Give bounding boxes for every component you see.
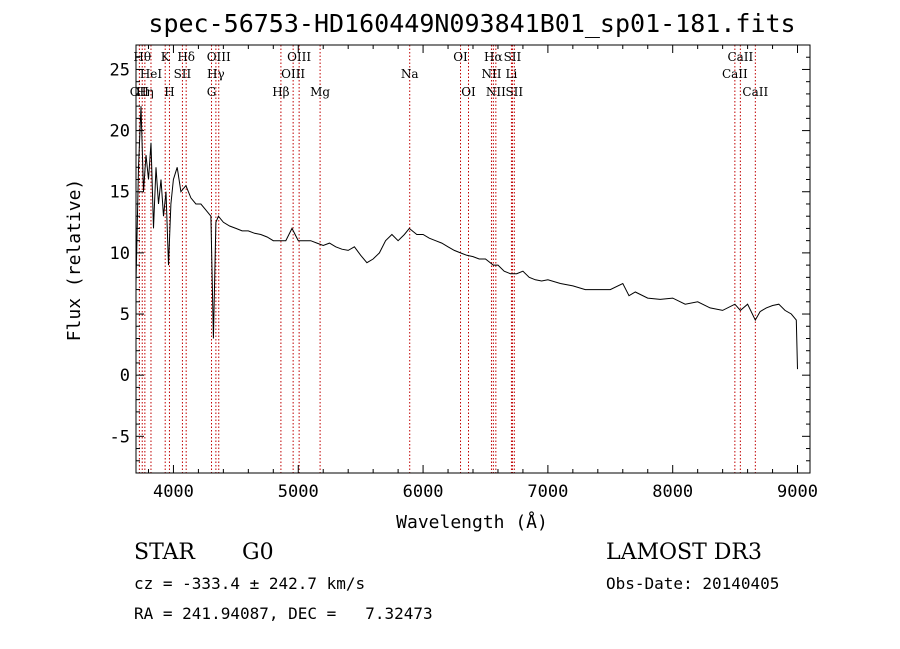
spectral-line-label: Na bbox=[401, 67, 419, 81]
x-tick-label: 9000 bbox=[777, 482, 818, 502]
spectral-line-label: OIII bbox=[207, 50, 231, 64]
spectral-line-label: Hη bbox=[136, 85, 154, 99]
spectral-line-label: Hβ bbox=[272, 85, 289, 99]
spectral-line-label: Hδ bbox=[177, 50, 195, 64]
spectral-line-label: CaII bbox=[727, 50, 753, 64]
spectral-line-label: OIII bbox=[281, 67, 305, 81]
spectral-line-label: SII bbox=[174, 67, 192, 81]
object-subclass: G0 bbox=[242, 540, 274, 565]
spectral-line-label: SII bbox=[505, 85, 523, 99]
spectral-line-label: G bbox=[207, 85, 217, 99]
x-tick-label: 7000 bbox=[527, 482, 568, 502]
y-tick-label: -5 bbox=[110, 427, 130, 447]
x-tick-label: 4000 bbox=[153, 482, 194, 502]
spectral-line-label: OII bbox=[130, 85, 150, 99]
spectral-line-label: NII bbox=[486, 85, 506, 99]
line-label-group: OII Hθ Hη HeI K H Hδ SII OIII Hγ G Hβ OIII OIII Mg Na OI… bbox=[130, 50, 769, 99]
x-tick-label: 6000 bbox=[403, 482, 444, 502]
spectral-line-label: OIII bbox=[287, 50, 311, 64]
y-axis-label: Flux (relative) bbox=[64, 179, 85, 342]
coordinates-readout: RA = 241.94087, DEC = 7.32473 bbox=[134, 604, 433, 623]
spectral-line-label: NII bbox=[481, 67, 501, 81]
plot-frame bbox=[135, 44, 811, 474]
spectral-line-label: CaII bbox=[742, 85, 768, 99]
spectral-line-label: SII bbox=[504, 50, 522, 64]
chart-title: spec-56753-HD160449N093841B01_sp01-181.f… bbox=[148, 9, 795, 38]
spectral-line-label: Mg bbox=[310, 85, 330, 99]
spectral-line-label: HeI bbox=[140, 67, 163, 81]
x-tick-label: 8000 bbox=[652, 482, 693, 502]
x-axis: 4000 5000 6000 7000 8000 9000 bbox=[147, 45, 818, 502]
spectrum-line bbox=[135, 106, 798, 370]
spectral-line-label: H bbox=[164, 85, 174, 99]
x-tick-label: 5000 bbox=[278, 482, 319, 502]
spectral-line-label: OI bbox=[461, 85, 476, 99]
redshift-readout: cz = -333.4 ± 242.7 km/s bbox=[134, 574, 366, 593]
observation-date: Obs-Date: 20140405 bbox=[606, 574, 780, 593]
spectral-line-label: OI bbox=[453, 50, 468, 64]
y-tick-label: 10 bbox=[110, 244, 130, 264]
spectral-line-label: Hγ bbox=[207, 67, 225, 81]
y-tick-label: 20 bbox=[110, 122, 130, 142]
spectral-line-label: Li bbox=[506, 67, 518, 81]
line-marker-group bbox=[138, 45, 756, 473]
x-axis-label: Wavelength (Å) bbox=[396, 511, 548, 533]
y-tick-label: 15 bbox=[110, 183, 130, 203]
y-tick-label: 25 bbox=[110, 60, 130, 80]
y-tick-label: 0 bbox=[120, 366, 130, 386]
y-tick-label: 5 bbox=[120, 305, 130, 325]
survey-name: LAMOST DR3 bbox=[606, 540, 762, 565]
spectral-line-label: CaII bbox=[722, 67, 748, 81]
object-class: STAR bbox=[134, 540, 195, 565]
spectral-line-label: Hθ bbox=[133, 50, 151, 64]
spectral-line-label: K bbox=[161, 50, 171, 64]
spectral-line-label: Hα bbox=[484, 50, 503, 64]
y-axis: -5 0 5 10 15 20 25 bbox=[110, 44, 810, 462]
